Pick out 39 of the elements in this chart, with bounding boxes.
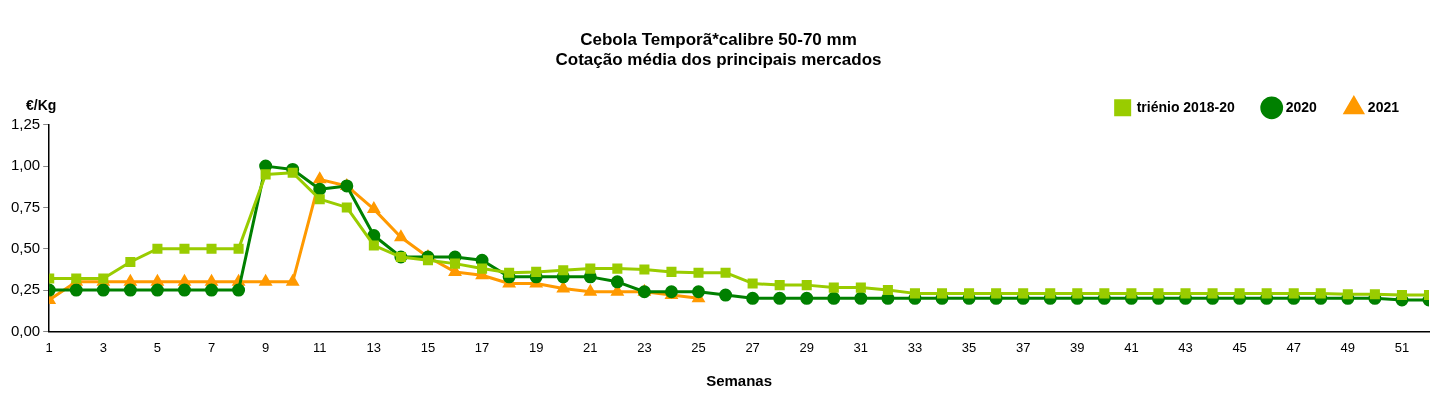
x-tick-label: 49 xyxy=(1340,339,1356,355)
x-tick-label: 7 xyxy=(207,339,216,355)
x-tick-label: 37 xyxy=(1015,339,1031,355)
x-tick-label: 45 xyxy=(1232,339,1247,355)
x-tick-label: 43 xyxy=(1178,339,1193,355)
legend-label: 2020 xyxy=(1285,98,1318,115)
x-tick-label: 31 xyxy=(853,339,869,355)
y-tick-label: 0,50 xyxy=(10,238,41,256)
x-tick-label: 41 xyxy=(1124,339,1139,355)
x-tick-label: 51 xyxy=(1394,339,1410,355)
x-tick-label: 23 xyxy=(637,339,652,355)
legend-label: triénio 2018-20 xyxy=(1136,98,1235,115)
x-axis-title: Semanas xyxy=(706,372,773,390)
y-tick-label: 0,00 xyxy=(10,321,41,339)
x-tick-label: 15 xyxy=(420,339,436,355)
x-tick-label: 9 xyxy=(262,339,270,355)
y-tick-label: 0,25 xyxy=(10,280,41,298)
y-tick-label: 0,75 xyxy=(10,197,41,215)
text: Cotação média dos principais mercados xyxy=(555,50,882,70)
x-tick-label: 11 xyxy=(312,339,327,355)
x-tick-label: 27 xyxy=(745,339,760,355)
x-tick-label: 19 xyxy=(528,339,544,355)
x-tick-label: 13 xyxy=(366,339,382,355)
x-tick-label: 33 xyxy=(907,339,923,355)
x-tick-label: 3 xyxy=(99,339,107,355)
y-tick-label: 1,00 xyxy=(10,156,41,174)
x-tick-label: 17 xyxy=(474,339,490,355)
x-tick-label: 29 xyxy=(799,339,814,355)
x-tick-label: 21 xyxy=(583,339,598,355)
x-tick-label: 39 xyxy=(1070,339,1085,355)
legend-label: 2021 xyxy=(1367,98,1400,115)
x-tick-label: 35 xyxy=(961,339,977,355)
y-tick-label: 1,25 xyxy=(10,114,41,132)
x-tick-label: 5 xyxy=(153,339,162,355)
x-tick-label: 1 xyxy=(45,339,53,355)
text: Cebola Temporã*calibre 50-70 mm xyxy=(580,29,857,49)
y-axis-title: €/Kg xyxy=(26,96,57,113)
x-tick-label: 47 xyxy=(1286,339,1301,355)
x-tick-label: 25 xyxy=(691,339,706,355)
